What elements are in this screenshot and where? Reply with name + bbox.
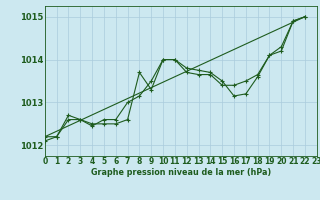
X-axis label: Graphe pression niveau de la mer (hPa): Graphe pression niveau de la mer (hPa)	[91, 168, 271, 177]
